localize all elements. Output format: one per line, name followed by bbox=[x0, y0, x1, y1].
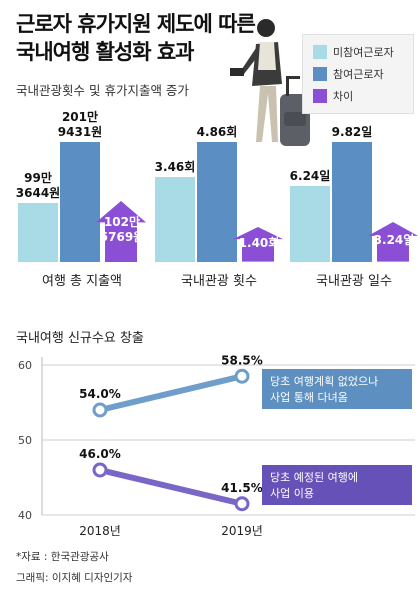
source-note: *자료 : 한국관광공사 bbox=[16, 551, 109, 563]
legend-label-non-participant: 미참여근로자 bbox=[333, 46, 394, 59]
category-label-0: 여행 총 지출액 bbox=[41, 274, 123, 289]
bar-label-difference-0: 102만 5769원 bbox=[99, 214, 145, 244]
bar-label-participant-2: 9.82일 bbox=[331, 125, 373, 139]
traveler-legs-icon bbox=[256, 86, 278, 142]
line-chart-title: 국내여행 신규수요 창출 bbox=[16, 331, 144, 346]
legend-swatch-difference bbox=[313, 89, 327, 103]
note-text-b-0: 당초 예정된 여행에 bbox=[270, 471, 358, 484]
bar-difference-arrow-0 bbox=[96, 201, 146, 262]
phone-icon bbox=[230, 68, 244, 76]
series-line-1 bbox=[99, 467, 243, 507]
bar-label-participant-0: 201만 9431원 bbox=[57, 110, 103, 139]
bar-difference-arrow-2 bbox=[368, 222, 418, 262]
graphic-credit: 그래픽: 이지혜 디자인기자 bbox=[16, 572, 133, 584]
bar-label-non-participant-1: 3.46회 bbox=[154, 159, 196, 174]
traveler-illustration bbox=[230, 19, 310, 146]
line-chart: 40 50 60 54.0% 58.5% 46.0% 41.5% 2018년 2019년 당초 여… bbox=[18, 353, 415, 538]
legend-label-difference: 차이 bbox=[333, 90, 354, 103]
category-label-1: 국내관광 횟수 bbox=[181, 274, 257, 289]
traveler-shirt-icon bbox=[258, 42, 276, 70]
bar-difference-arrow-1 bbox=[233, 227, 283, 262]
bar-chart-subtitle: 국내관광횟수 및 휴가지출액 증가 bbox=[16, 83, 189, 98]
page-title-line1: 근로자 휴가지원 제도에 따른 bbox=[16, 12, 256, 36]
note-text-a-1: 사업 통해 다녀옴 bbox=[270, 390, 348, 404]
data-label-1-1: 41.5% bbox=[221, 481, 263, 495]
y-tick-label: 50 bbox=[18, 434, 32, 447]
bar-non-participant-2 bbox=[290, 185, 330, 262]
series-line-0 bbox=[99, 373, 243, 413]
note-box-a bbox=[262, 369, 412, 409]
bar-non-participant-1 bbox=[155, 176, 195, 262]
data-point-1-1 bbox=[234, 496, 250, 512]
data-point-0-1 bbox=[234, 368, 250, 384]
page-title-line2: 국내여행 활성화 효과 bbox=[16, 40, 195, 64]
bar-label-difference-1: 1.40회 bbox=[238, 236, 280, 251]
note-box-b bbox=[262, 465, 412, 505]
note-text-b-1: 사업 이용 bbox=[270, 487, 314, 500]
bar-label-participant-1: 4.86회 bbox=[196, 125, 238, 139]
bar-participant-2 bbox=[332, 142, 372, 262]
legend-label-participant: 참여근로자 bbox=[333, 68, 384, 81]
y-tick-label: 40 bbox=[18, 509, 32, 522]
legend: 미참여근로자 참여근로자 차이 bbox=[302, 34, 414, 114]
bar-participant-0 bbox=[60, 142, 100, 262]
legend-swatch-participant bbox=[313, 67, 327, 81]
data-label-0-1: 58.5% bbox=[221, 353, 263, 367]
legend-swatch-non-participant bbox=[313, 45, 327, 59]
note-text-a-0: 당초 여행계획 없었으나 bbox=[270, 375, 378, 388]
x-tick-label-1: 2019년 bbox=[221, 524, 263, 538]
bar-label-non-participant-0: 99만 3644원 bbox=[15, 170, 61, 200]
bar-label-non-participant-2: 6.24일 bbox=[289, 168, 331, 183]
x-tick-label-0: 2018년 bbox=[79, 524, 121, 538]
y-tick-label: 60 bbox=[18, 359, 32, 372]
bar-label-difference-2: 3.24일 bbox=[373, 233, 415, 248]
bar-participant-1 bbox=[197, 142, 237, 262]
traveler-head-icon bbox=[257, 19, 275, 37]
bar-non-participant-0 bbox=[18, 202, 58, 262]
data-label-0-0: 54.0% bbox=[79, 387, 121, 401]
data-point-0-0 bbox=[92, 402, 108, 418]
data-point-1-0 bbox=[92, 462, 108, 478]
category-label-2: 국내관광 일수 bbox=[316, 274, 392, 289]
data-label-1-0: 46.0% bbox=[79, 447, 121, 461]
